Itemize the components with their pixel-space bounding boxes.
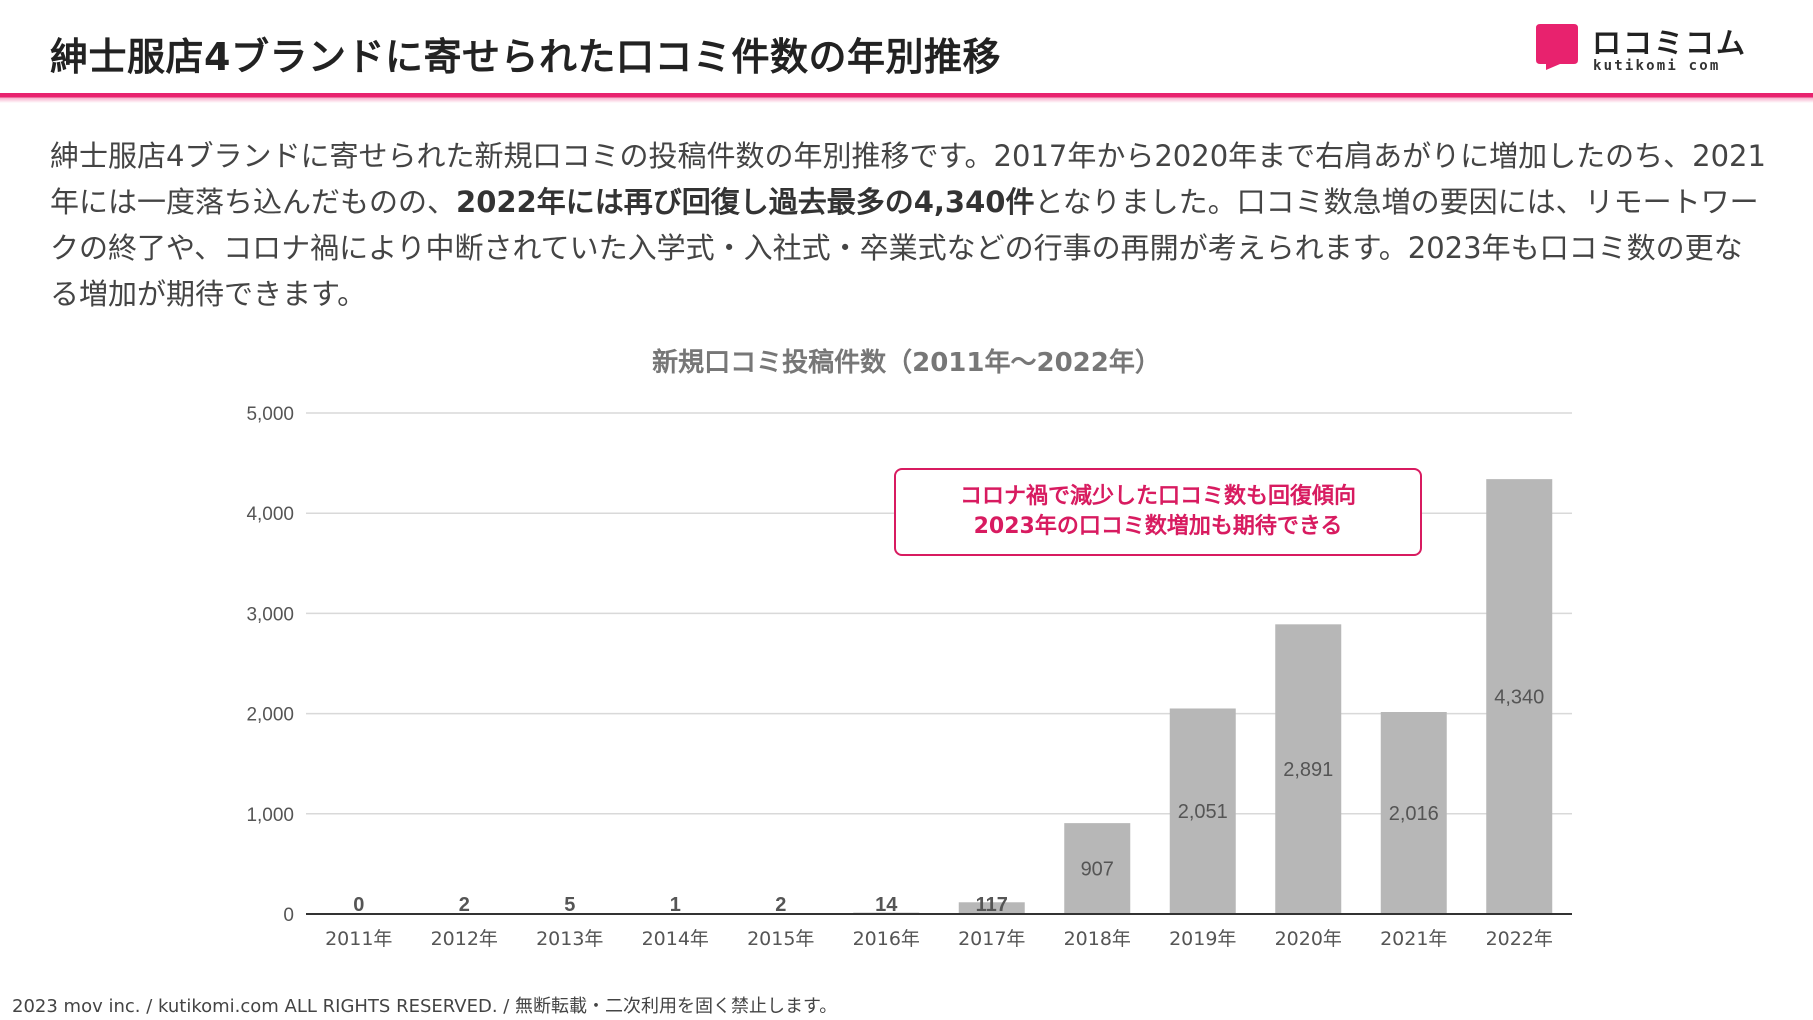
x-tick-label: 2013年 [536, 928, 603, 950]
y-tick-label: 5,000 [246, 404, 294, 425]
intro-text-end: となりました。口コミ数急増の要因には、リモートワークの終了や、コロナ禍により中断… [50, 185, 1759, 311]
speech-bubble-icon [1536, 24, 1578, 70]
data-label: 5 [564, 894, 575, 916]
x-tick-label: 2021年 [1380, 928, 1447, 950]
bar [958, 902, 1025, 914]
y-tick-label: 1,000 [246, 805, 294, 826]
chart-title: 新規口コミ投稿件数（2011年～2022年） [652, 348, 1161, 378]
data-label: 2,891 [1283, 759, 1333, 781]
x-tick-label: 2012年 [431, 928, 498, 950]
data-label: 0 [353, 894, 364, 916]
data-label: 2 [459, 894, 470, 916]
data-label: 14 [875, 894, 898, 916]
brand-logo: ロコミコム kutikomi com [1536, 22, 1786, 80]
logo-subtitle: kutikomi com [1593, 58, 1721, 74]
x-tick-label: 2022年 [1486, 928, 1553, 950]
data-label: 2 [775, 894, 786, 916]
data-label: 4,340 [1494, 687, 1544, 709]
x-tick-label: 2018年 [1064, 928, 1131, 950]
y-tick-label: 4,000 [246, 504, 294, 525]
y-tick-label: 2,000 [246, 705, 294, 726]
callout-box: コロナ禍で減少した口コミ数も回復傾向 2023年の口コミ数増加も期待できる [894, 468, 1422, 556]
y-tick-label: 0 [283, 905, 294, 926]
bar [1486, 479, 1553, 914]
data-label: 117 [976, 894, 1008, 916]
x-tick-label: 2016年 [853, 928, 920, 950]
x-tick-label: 2019年 [1169, 928, 1236, 950]
data-label: 907 [1081, 859, 1114, 881]
bar [1275, 624, 1342, 914]
x-tick-label: 2011年 [325, 928, 392, 950]
title-underline [0, 93, 1813, 103]
bar [1169, 708, 1236, 914]
x-tick-label: 2015年 [747, 928, 814, 950]
intro-text-highlight: 2022年には再び回復し過去最多の4,340件 [456, 185, 1035, 219]
data-label: 2,016 [1389, 803, 1439, 825]
data-label: 1 [670, 894, 681, 916]
intro-paragraph: 紳士服店4ブランドに寄せられた新規口コミの投稿件数の年別推移です。2017年から… [50, 133, 1770, 317]
callout-line-2: 2023年の口コミ数増加も期待できる [973, 514, 1343, 539]
bar [1064, 823, 1131, 914]
page-title: 紳士服店4ブランドに寄せられた口コミ件数の年別推移 [50, 35, 1001, 79]
callout-line-1: コロナ禍で減少した口コミ数も回復傾向 [959, 484, 1356, 509]
intro-text-start: 紳士服店4ブランドに寄せられた新規口コミの投稿件数の年別推移です。2017年から… [50, 139, 1766, 219]
copyright-footer: 2023 mov inc. / kutikomi.com ALL RIGHTS … [12, 996, 838, 1017]
x-tick-label: 2014年 [642, 928, 709, 950]
bar [1380, 711, 1447, 914]
x-tick-label: 2020年 [1275, 928, 1342, 950]
y-tick-label: 3,000 [246, 604, 294, 625]
x-tick-label: 2017年 [958, 928, 1025, 950]
logo-wordmark: ロコミコム [1592, 26, 1748, 60]
data-label: 2,051 [1178, 801, 1228, 823]
